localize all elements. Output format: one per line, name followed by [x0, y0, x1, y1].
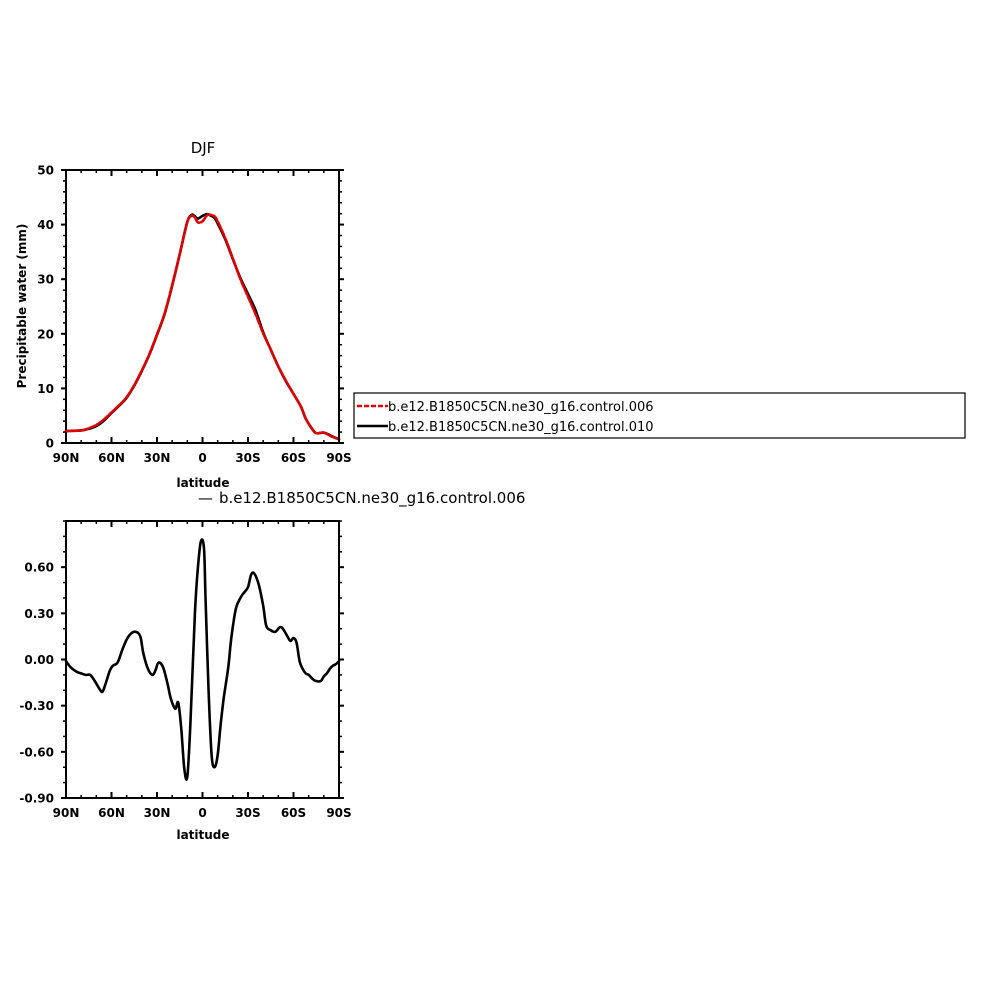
x-tick-label: 30S: [235, 806, 260, 820]
x-tick-label: 30N: [144, 451, 171, 465]
x-tick-label: 90N: [53, 806, 80, 820]
x-tick-label: 60S: [281, 806, 306, 820]
y-tick-label: 0.00: [24, 653, 54, 667]
legend-label-series-1: b.e12.B1850C5CN.ne30_g16.control.006: [388, 400, 654, 415]
y-tick-label: 30: [37, 273, 54, 287]
x-tick-label: 0: [198, 451, 206, 465]
panel2-title-marker: —: [198, 489, 213, 507]
y-tick-label: 0: [46, 437, 54, 451]
x-tick-label: 60S: [281, 451, 306, 465]
panel2-tick-labels: 90N 60N 30N 0 30S 60S 90S 0.60 0.30 0.00 -0.30 -0.6…: [19, 561, 351, 820]
panel1-ylabel: Precipitable water (mm): [15, 224, 29, 389]
x-tick-label: 30N: [144, 806, 171, 820]
panel-difference: — b.e12.B1850C5CN.ne30_g16.control.006 9…: [19, 489, 525, 842]
y-tick-label: -0.60: [19, 745, 54, 759]
series-line-2: [64, 213, 341, 441]
x-tick-label: 90S: [326, 451, 351, 465]
series-line-1: [64, 538, 341, 781]
y-tick-label: -0.30: [19, 699, 54, 713]
y-tick-label: 0.60: [24, 561, 54, 575]
panel2-series: [64, 538, 341, 781]
x-tick-label: 60N: [98, 451, 125, 465]
panel1-series: [64, 212, 341, 441]
x-tick-label: 90S: [326, 806, 351, 820]
x-tick-label: 0: [198, 806, 206, 820]
panel2-ticks: [61, 520, 344, 799]
series-line-1: [64, 212, 341, 441]
y-tick-label: 50: [37, 164, 54, 178]
legend-label-series-2: b.e12.B1850C5CN.ne30_g16.control.010: [388, 420, 654, 435]
legend-box: [353, 392, 966, 439]
y-tick-label: 20: [37, 327, 54, 341]
panel1-ticks: [61, 169, 344, 444]
legend: b.e12.B1850C5CN.ne30_g16.control.006 b.e…: [353, 392, 966, 439]
x-tick-label: 90N: [53, 451, 80, 465]
panel1-xlabel: latitude: [176, 476, 229, 490]
panel-precipitable-water: DJF 90N 60N 30N 0 30S 60S 90S 0 10 20 30 40 50 latit…: [15, 139, 352, 490]
y-tick-label: 0.30: [24, 607, 54, 621]
panel1-tick-labels: 90N 60N 30N 0 30S 60S 90S 0 10 20 30 40 50: [37, 164, 351, 466]
panel1-title: DJF: [191, 139, 216, 157]
x-tick-label: 60N: [98, 806, 125, 820]
x-tick-label: 30S: [235, 451, 260, 465]
panel2-title: b.e12.B1850C5CN.ne30_g16.control.006: [219, 489, 525, 508]
y-tick-label: -0.90: [19, 792, 54, 806]
y-tick-label: 10: [37, 382, 54, 396]
y-tick-label: 40: [37, 218, 54, 232]
panel2-xlabel: latitude: [176, 828, 229, 842]
